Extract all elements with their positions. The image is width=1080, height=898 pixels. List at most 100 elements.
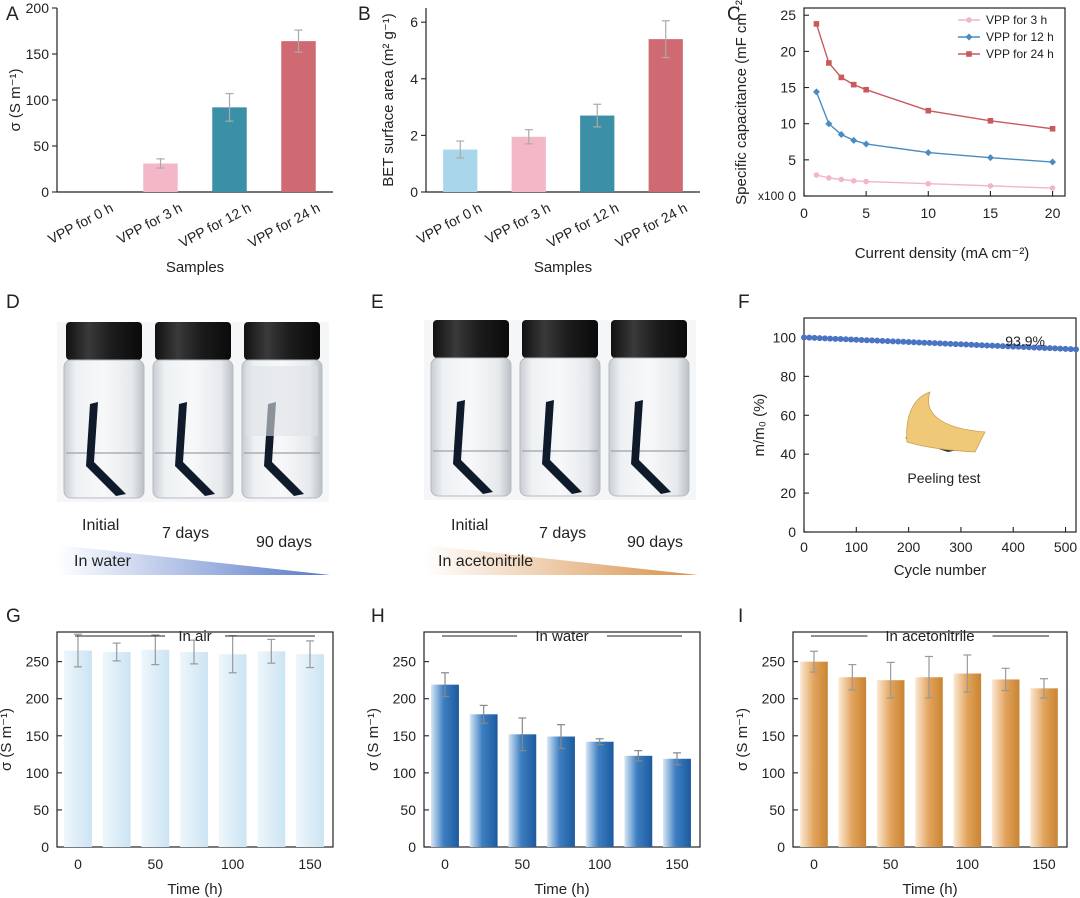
data-point bbox=[1015, 343, 1022, 350]
x-tick-label: 20 bbox=[1045, 205, 1061, 221]
inset-film bbox=[906, 391, 986, 453]
vial-cap bbox=[611, 320, 687, 358]
y-tick-label: 100 bbox=[762, 765, 786, 781]
y-axis-title: σ (S m⁻¹) bbox=[734, 708, 751, 771]
y-tick-label: 0 bbox=[41, 839, 49, 855]
plot-frame bbox=[803, 7, 1066, 197]
x-tick-label: 150 bbox=[1032, 856, 1056, 872]
bar bbox=[991, 679, 1020, 847]
data-point bbox=[900, 338, 907, 345]
caption-d-initial: Initial bbox=[82, 517, 119, 534]
x-category-label: VPP for 3 h bbox=[482, 199, 553, 247]
data-point bbox=[869, 337, 875, 344]
data-point bbox=[811, 334, 818, 341]
panel-label-b: B bbox=[358, 4, 371, 25]
data-point bbox=[848, 336, 855, 343]
x-tick-label: 50 bbox=[148, 856, 164, 872]
data-point bbox=[994, 342, 1001, 349]
y-tick-label: 50 bbox=[33, 802, 49, 818]
bar bbox=[838, 677, 867, 847]
panel-label-f: F bbox=[738, 292, 750, 313]
caption-d-90-days: 90 days bbox=[256, 534, 312, 551]
data-point bbox=[863, 86, 869, 93]
legend-marker bbox=[966, 51, 972, 57]
x-tick-label: 0 bbox=[800, 205, 808, 221]
bar bbox=[508, 734, 537, 847]
legend-marker bbox=[966, 17, 972, 23]
x-axis-title: Current density (mA cm⁻²) bbox=[855, 245, 1030, 262]
x-category-label: VPP for 24 h bbox=[245, 199, 322, 250]
data-point bbox=[1062, 345, 1069, 352]
data-point bbox=[987, 118, 994, 124]
y-tick-label: 80 bbox=[780, 368, 796, 384]
data-point bbox=[910, 339, 917, 346]
legend-label: VPP for 12 h bbox=[986, 30, 1054, 44]
data-point bbox=[895, 338, 902, 345]
vial-glass bbox=[152, 359, 234, 499]
data-point bbox=[1031, 344, 1038, 351]
bar bbox=[281, 41, 316, 193]
y-tick-label: 10 bbox=[780, 116, 796, 132]
data-point bbox=[1036, 344, 1043, 351]
y-tick-label: 0 bbox=[41, 184, 49, 200]
x-tick-label: 150 bbox=[665, 856, 689, 872]
y-tick-label: 200 bbox=[762, 691, 786, 707]
y-tick-label: 100 bbox=[26, 92, 50, 108]
data-point bbox=[863, 337, 870, 344]
vial-cap bbox=[155, 322, 231, 360]
haze bbox=[246, 366, 318, 436]
data-point bbox=[942, 340, 949, 347]
panel-label-g: G bbox=[6, 606, 21, 627]
data-point bbox=[842, 336, 849, 343]
y-tick-label: 150 bbox=[26, 728, 50, 744]
photo-d-vials-in-water bbox=[57, 322, 329, 502]
x-tick-label: 10 bbox=[920, 205, 936, 221]
data-point bbox=[1067, 346, 1074, 353]
vial-glass bbox=[608, 357, 690, 497]
data-point bbox=[858, 336, 865, 343]
bar bbox=[547, 736, 575, 847]
y-tick-label: 0 bbox=[410, 184, 418, 200]
y-tick-label: 50 bbox=[769, 802, 785, 818]
bar bbox=[663, 758, 691, 847]
y-tick-label: 0 bbox=[788, 524, 796, 540]
y-tick-label: 100 bbox=[26, 765, 50, 781]
x-tick-label: 100 bbox=[588, 856, 612, 872]
x-tick-label: 50 bbox=[515, 856, 531, 872]
bar bbox=[580, 115, 615, 192]
bar bbox=[431, 684, 459, 847]
chart-h-in-water: 0 50 100 150 200 250 0 50 100 150 In water Time (h)… bbox=[365, 628, 701, 898]
gradient-label-acetonitrile: In acetonitrile bbox=[438, 553, 533, 570]
data-point bbox=[850, 178, 857, 184]
bar bbox=[296, 654, 324, 847]
x-category-label: VPP for 3 h bbox=[114, 199, 185, 247]
data-point bbox=[853, 336, 860, 343]
data-point bbox=[850, 136, 858, 144]
y-tick-label: 6 bbox=[410, 14, 418, 30]
x-axis-title: Time (h) bbox=[534, 881, 589, 898]
data-point bbox=[963, 341, 970, 348]
y-tick-label: 5 bbox=[788, 152, 796, 168]
data-point bbox=[889, 338, 896, 345]
data-point bbox=[838, 74, 845, 81]
data-point bbox=[863, 178, 869, 185]
y-tick-label: 250 bbox=[26, 654, 50, 670]
panel-labels: A B C D E F G H I bbox=[6, 4, 750, 627]
x-tick-label: 100 bbox=[845, 539, 869, 555]
data-point bbox=[973, 341, 980, 348]
bar bbox=[648, 39, 683, 193]
y-tick-label: 0 bbox=[408, 839, 416, 855]
black-strip bbox=[542, 400, 582, 494]
bar bbox=[800, 661, 828, 847]
data-point bbox=[812, 88, 820, 96]
data-point bbox=[874, 337, 881, 344]
legend-label: VPP for 24 h bbox=[986, 47, 1054, 61]
y-tick-label: 150 bbox=[762, 728, 786, 744]
y-tick-label: 150 bbox=[393, 728, 417, 744]
data-point bbox=[806, 334, 813, 341]
chart-title: In acetonitrile bbox=[885, 628, 974, 645]
data-point bbox=[884, 338, 891, 345]
